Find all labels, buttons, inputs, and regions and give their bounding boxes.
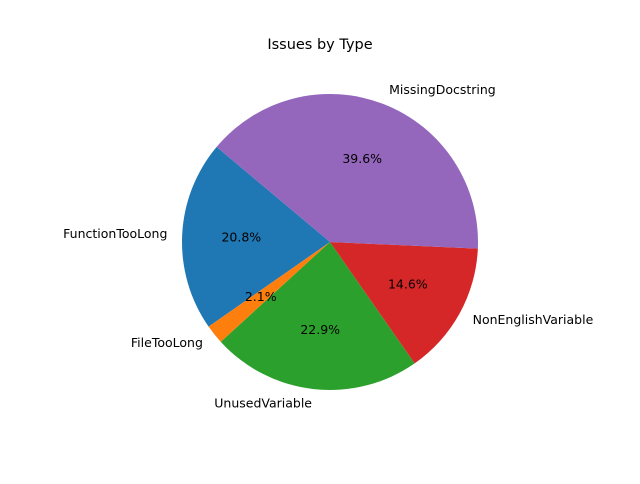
pct-label-function-too-long: 20.8% [221, 230, 261, 245]
slice-label-file-too-long: FileTooLong [131, 335, 203, 350]
pct-label-missing-docstring: 39.6% [342, 151, 382, 166]
pct-label-unused-variable: 22.9% [300, 322, 340, 337]
slice-label-function-too-long: FunctionTooLong [63, 226, 167, 241]
pie-slice-non-english-variable [330, 242, 478, 364]
slice-label-non-english-variable: NonEnglishVariable [473, 312, 594, 327]
pie-slice-missing-docstring [216, 94, 478, 249]
pie-slice-file-too-long [208, 242, 330, 342]
pct-label-non-english-variable: 14.6% [388, 276, 428, 291]
pie-labels: FunctionTooLong 20.8% FileTooLong 2.1% Unuse… [63, 82, 594, 410]
pie-slice-function-too-long [182, 146, 330, 327]
pie-slice-unused-variable [220, 242, 415, 390]
slice-label-unused-variable: UnusedVariable [214, 395, 312, 410]
chart-title: Issues by Type [267, 37, 372, 53]
pie-slices [182, 94, 478, 390]
pct-label-file-too-long: 2.1% [245, 289, 277, 304]
slice-label-missing-docstring: MissingDocstring [389, 82, 496, 97]
